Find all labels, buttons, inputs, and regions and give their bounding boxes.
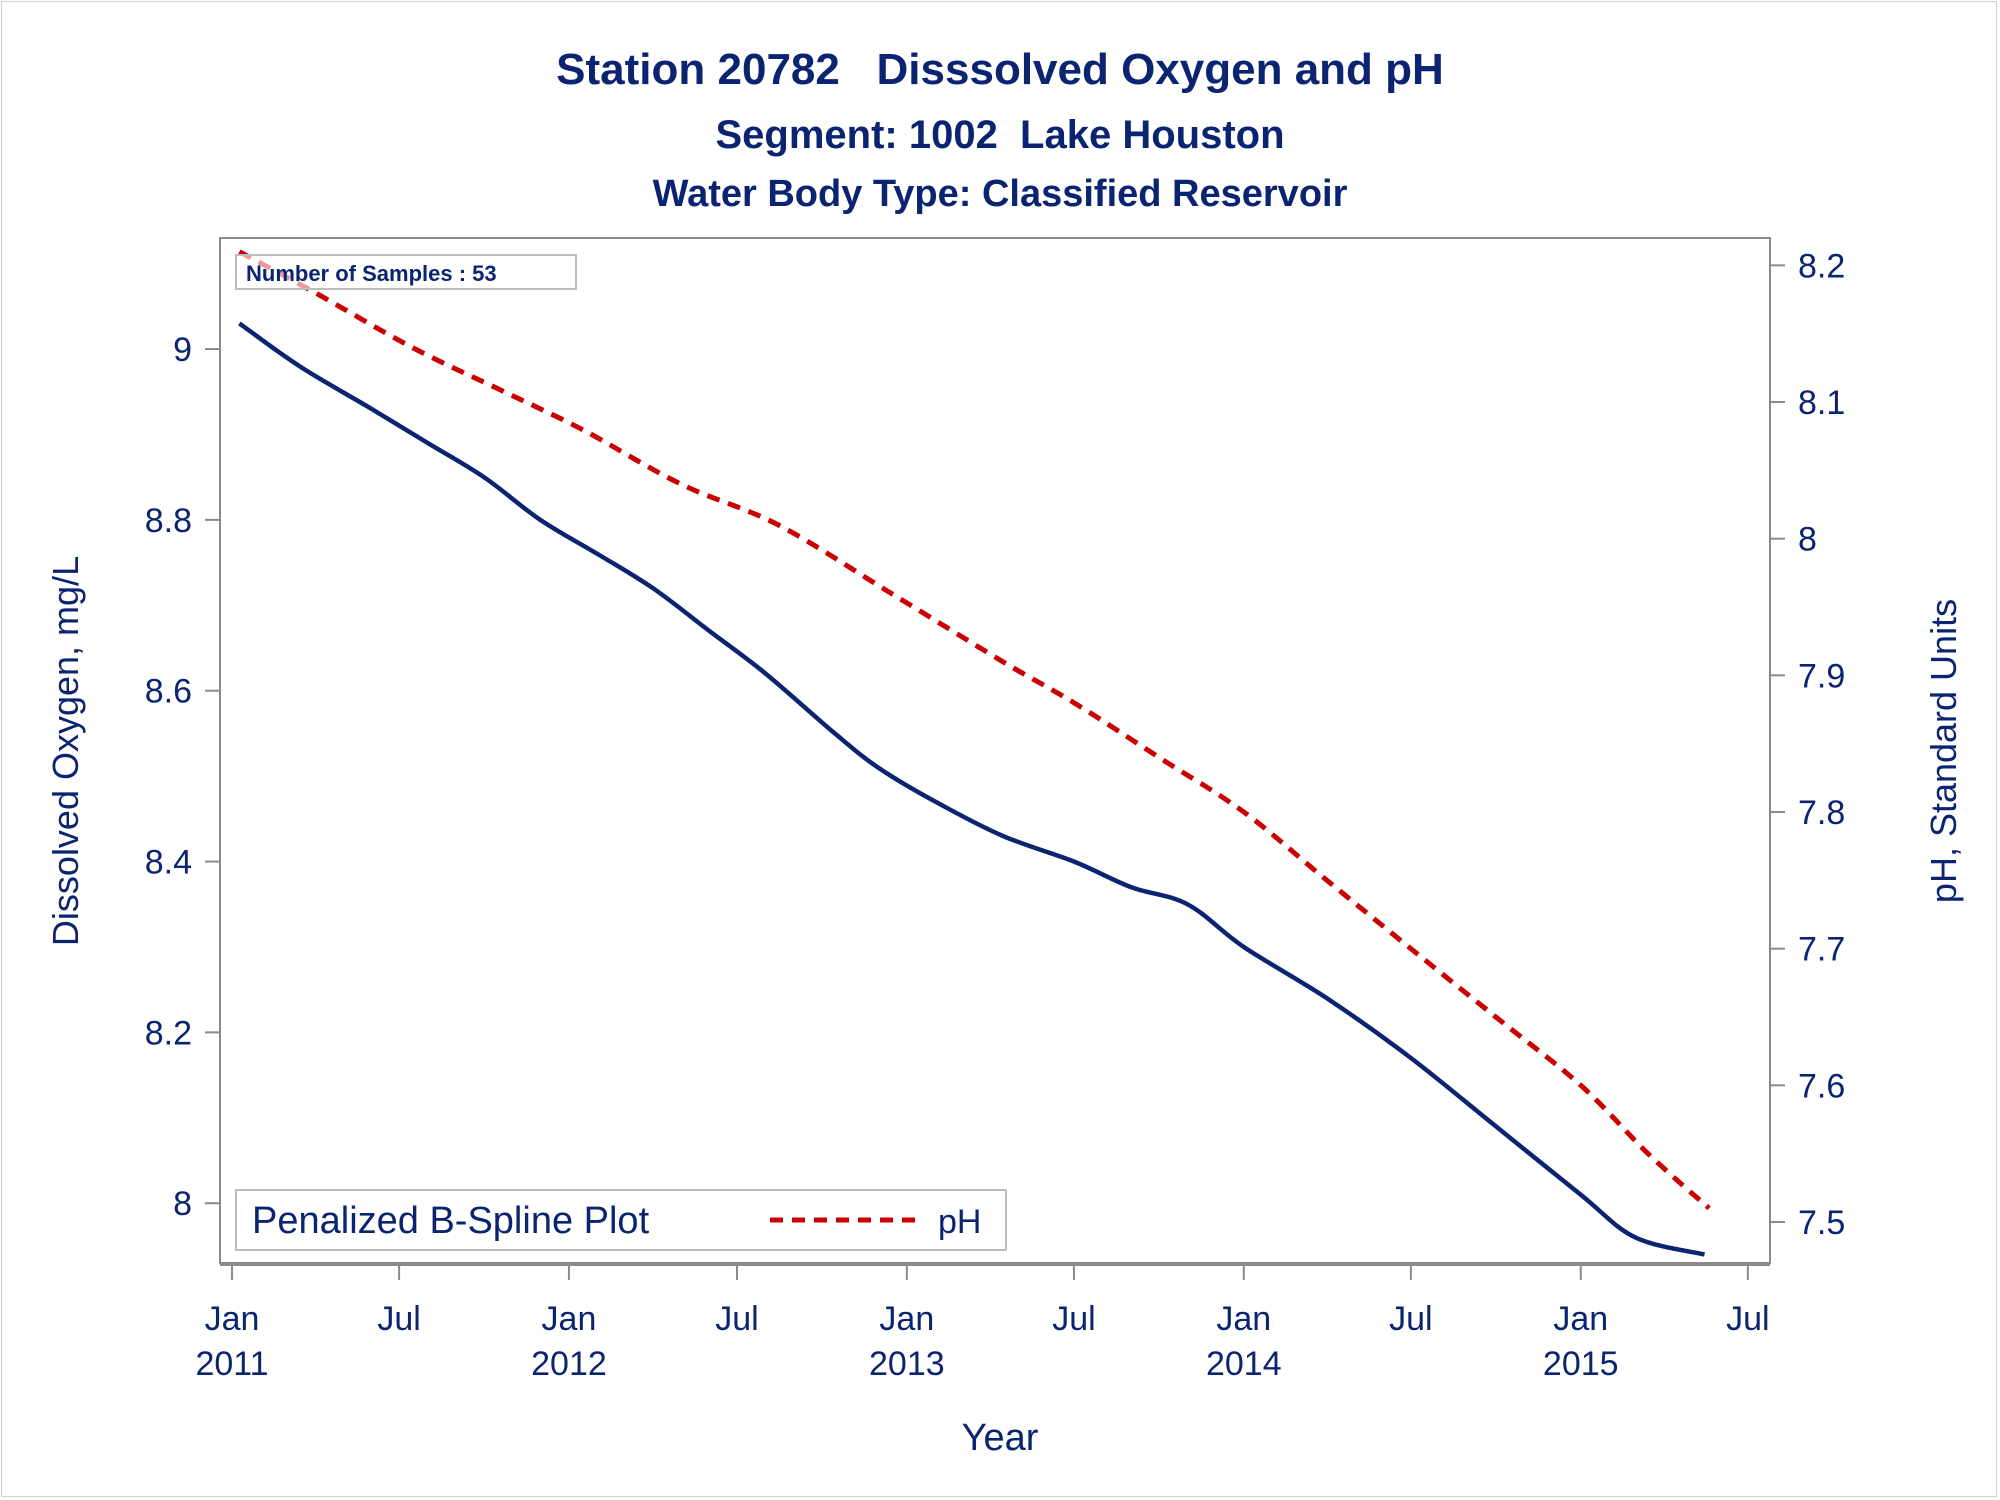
y-right-tick-label: 7.9	[1798, 657, 1845, 695]
series-layer	[238, 249, 1711, 1257]
series-line-ph	[238, 249, 1711, 1211]
legend-title: Penalized B-Spline Plot	[252, 1200, 650, 1242]
x-tick-label-month: Jan	[205, 1300, 260, 1338]
legend-frame	[235, 1189, 1007, 1251]
chart-title: Station 20782 Disssolved Oxygen and pH	[556, 45, 1444, 94]
y-left-tick-label: 8.4	[145, 844, 192, 882]
y-right-tick-label: 8.2	[1798, 247, 1845, 285]
x-tick-label-year: 2011	[195, 1345, 268, 1383]
series-line-oxygen	[238, 321, 1706, 1257]
x-tick-label-month: Jul	[1389, 1300, 1432, 1338]
sample-count-frame	[235, 254, 577, 290]
y-left-tick-label: 8.6	[145, 673, 192, 711]
y-right-tick-label: 7.6	[1798, 1067, 1845, 1105]
x-tick-label-month: Jul	[377, 1300, 420, 1338]
x-tick-label-month: Jan	[542, 1300, 597, 1338]
x-tick-label-year: 2012	[531, 1345, 607, 1383]
y-axis-right-label: pH, Standard Units	[1923, 599, 1964, 903]
y-right-tick-label: 7.5	[1798, 1204, 1845, 1242]
y-left-tick-label: 8.8	[145, 502, 192, 540]
x-axis-label: Year	[962, 1417, 1039, 1459]
x-tick-label-month: Jul	[715, 1300, 758, 1338]
y-axis-right: 7.5 7.6 7.7 7.8 7.9 8 8.1 8.2	[1770, 247, 1845, 1242]
y-right-tick-label: 8	[1798, 521, 1817, 559]
x-axis: Jan 2011 Jul Jan 2012 Jul Jan 2013 Jul Jan 2014 Jul…	[195, 1264, 1770, 1383]
chart-subtitle: Segment: 1002 Lake Houston	[715, 113, 1284, 157]
legend: Penalized B-Spline Plot pH	[235, 1189, 1007, 1251]
sample-count-box: Number of Samples : 53	[235, 254, 577, 290]
chart-subtitle-2: Water Body Type: Classified Reservoir	[653, 173, 1348, 215]
y-left-tick-label: 8.2	[145, 1014, 192, 1052]
x-tick-label-month: Jul	[1726, 1300, 1769, 1338]
y-left-tick-label: 8	[173, 1185, 192, 1223]
x-tick-label-month: Jan	[1553, 1300, 1608, 1338]
sample-count-text: Number of Samples : 53	[246, 261, 497, 286]
x-tick-label-year: 2013	[869, 1345, 945, 1383]
x-tick-label-month: Jan	[1216, 1300, 1271, 1338]
y-right-tick-label: 7.7	[1798, 931, 1845, 969]
y-axis-left: 8 8.2 8.4 8.6 8.8 9	[145, 331, 220, 1223]
x-tick-label-month: Jan	[879, 1300, 934, 1338]
y-right-tick-label: 8.1	[1798, 384, 1845, 422]
legend-entry-ph: pH	[938, 1203, 981, 1241]
x-tick-label-month: Jul	[1052, 1300, 1095, 1338]
y-right-tick-label: 7.8	[1798, 794, 1845, 832]
y-left-tick-label: 9	[173, 331, 192, 369]
x-tick-label-year: 2015	[1543, 1345, 1619, 1383]
x-tick-label-year: 2014	[1206, 1345, 1282, 1383]
plot-area	[219, 237, 1771, 1264]
y-axis-left-label: Dissolved Oxygen, mg/L	[45, 556, 86, 946]
